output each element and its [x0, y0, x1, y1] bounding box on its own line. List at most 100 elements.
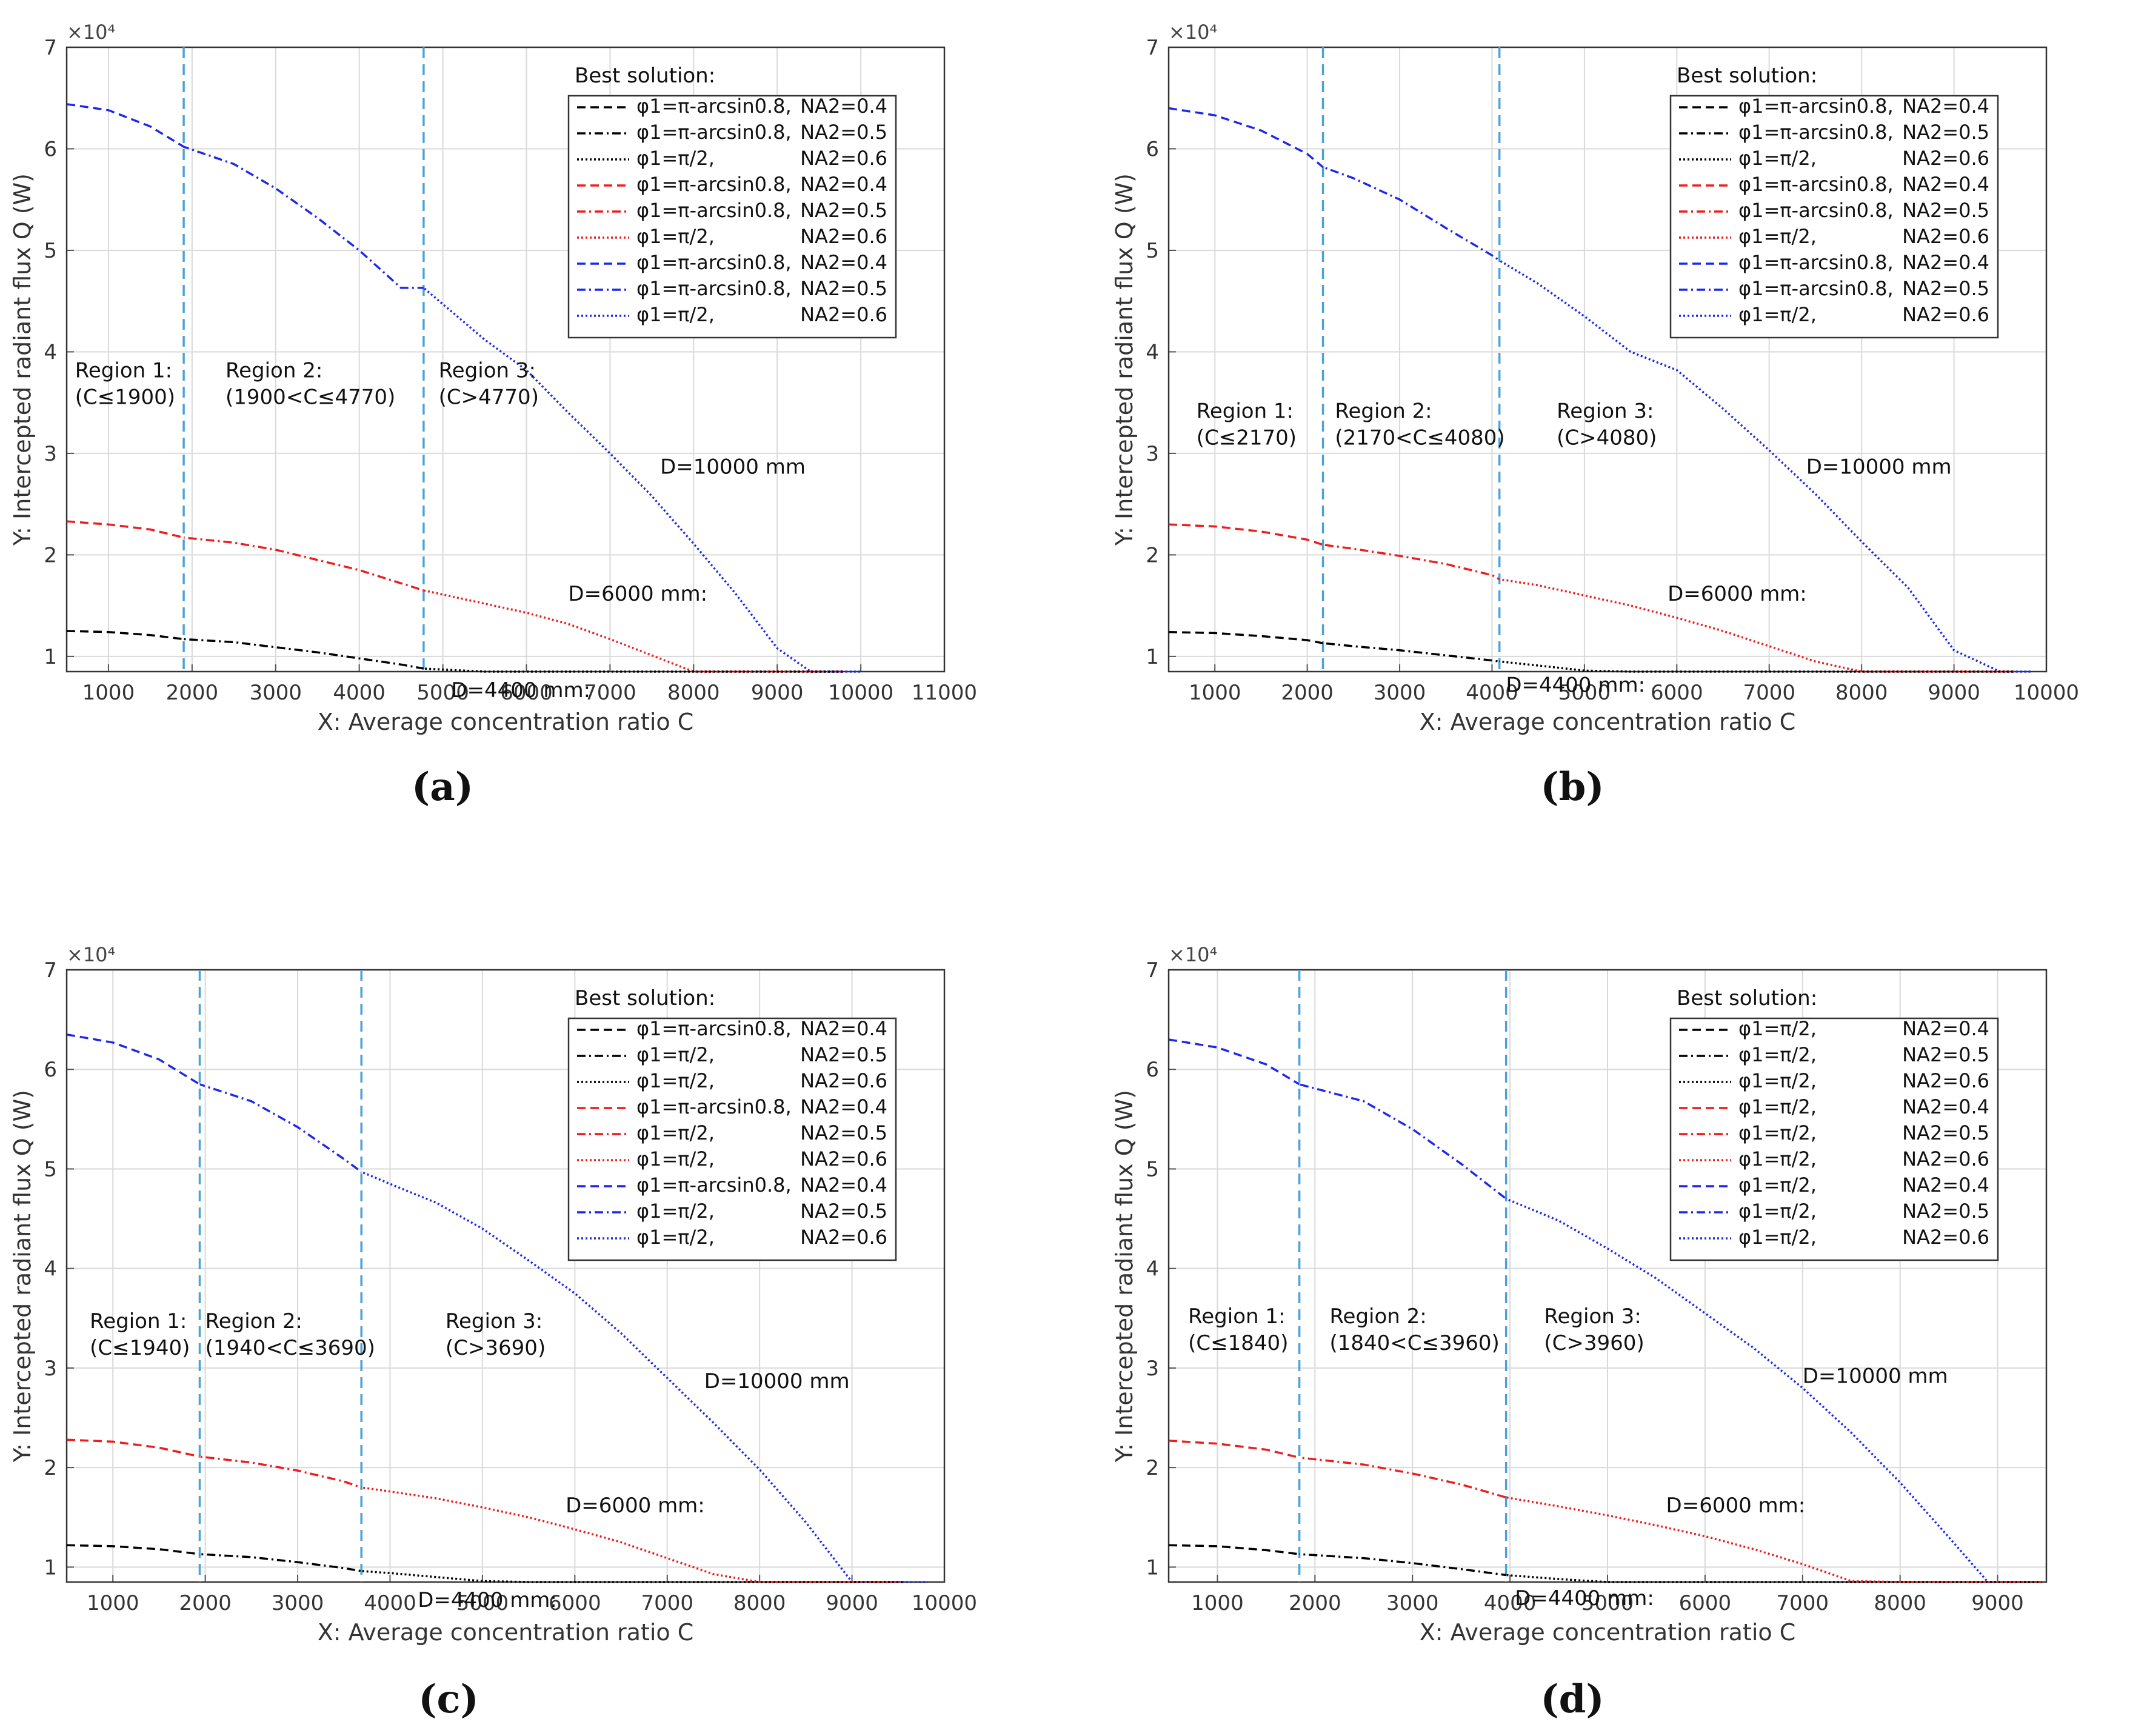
y-tick-label: 3	[1146, 442, 1159, 466]
region-label-2: Region 2:	[1335, 399, 1432, 423]
region-range-3: (C>3690)	[446, 1336, 546, 1360]
x-axis-label: X: Average concentration ratio C	[1420, 709, 1796, 735]
legend-phi-label: φ1=π-arcsin0.8,	[636, 95, 792, 118]
region-range-1: (C≤1840)	[1188, 1331, 1288, 1355]
legend-na-label: NA2=0.4	[800, 173, 887, 196]
x-tick-label: 7000	[1777, 1591, 1829, 1615]
x-tick-label: 6000	[549, 1591, 601, 1615]
legend-phi-label: φ1=π-arcsin0.8,	[636, 1017, 792, 1040]
legend-na-label: NA2=0.6	[800, 1069, 887, 1092]
legend-phi-label: φ1=π/2,	[636, 225, 715, 248]
x-axis-label: X: Average concentration ratio C	[1420, 1619, 1796, 1646]
curve-annotation: D=4400 mm:	[1515, 1586, 1654, 1611]
x-tick-label: 8000	[1874, 1591, 1926, 1615]
legend-phi-label: φ1=π-arcsin0.8,	[1738, 173, 1894, 196]
series-line-d-10000-mm-part-2	[199, 1083, 362, 1173]
y-exponent-label: ×10⁴	[67, 943, 115, 966]
y-tick-label: 6	[44, 1058, 57, 1082]
legend-phi-label: φ1=π/2,	[1738, 1200, 1817, 1223]
legend-phi-label: φ1=π/2,	[1738, 1095, 1817, 1118]
region-range-3: (C>4080)	[1557, 426, 1657, 450]
y-tick-label: 3	[44, 442, 57, 466]
x-tick-label: 3000	[272, 1591, 324, 1615]
y-tick-label: 3	[1146, 1357, 1159, 1381]
legend-na-label: NA2=0.5	[800, 1043, 887, 1066]
legend-phi-label: φ1=π/2,	[1738, 225, 1817, 248]
series-line-d-6000-mm-part-1	[1169, 523, 1323, 546]
chart-panel-c: 1000 2000 3000 4000 5000 6000 7000 8000 9000 1000…	[9, 943, 977, 1722]
legend-na-label: NA2=0.5	[1902, 1043, 1989, 1066]
legend-phi-label: φ1=π/2,	[636, 1121, 715, 1144]
y-tick-label: 7	[44, 958, 57, 983]
x-tick-label: 7000	[1743, 681, 1795, 705]
x-tick-label: 10000	[912, 1591, 977, 1615]
legend-phi-label: φ1=π/2,	[636, 1147, 715, 1170]
series-line-d-4400-mm-part-1	[1169, 630, 1323, 644]
series-line-d-10000-mm-part-1	[1169, 107, 1323, 169]
region-range-2: (2170<C≤4080)	[1335, 426, 1504, 450]
legend-phi-label: φ1=π-arcsin0.8,	[1738, 199, 1894, 222]
series-line-d-10000-mm-part-3	[1506, 1197, 2042, 1583]
legend-phi-label: φ1=π-arcsin0.8,	[636, 1095, 792, 1118]
x-tick-label: 4000	[333, 681, 386, 705]
legend-phi-label: φ1=π/2,	[636, 1069, 715, 1092]
legend-na-label: NA2=0.5	[1902, 1121, 1989, 1144]
x-tick-label: 6000	[1679, 1591, 1732, 1615]
x-axis-label: X: Average concentration ratio C	[318, 709, 694, 735]
legend-na-label: NA2=0.6	[1902, 1069, 1989, 1092]
region-label-1: Region 1:	[1188, 1304, 1285, 1329]
series-line-d-6000-mm-part-3	[1499, 578, 2014, 673]
region-label-3: Region 3:	[446, 1309, 543, 1334]
x-tick-label: 2000	[1281, 681, 1334, 705]
legend-phi-label: φ1=π-arcsin0.8,	[636, 1173, 792, 1197]
region-label-1: Region 1:	[75, 358, 172, 382]
legend-na-label: NA2=0.4	[800, 95, 887, 118]
y-tick-label: 5	[44, 239, 57, 263]
y-tick-label: 7	[44, 36, 57, 60]
region-range-2: (1940<C≤3690)	[205, 1336, 375, 1360]
x-tick-label: 1000	[1191, 1591, 1244, 1615]
region-label-3: Region 3:	[1557, 399, 1654, 423]
region-label-3: Region 3:	[439, 358, 536, 382]
legend-na-label: NA2=0.5	[800, 277, 887, 300]
curve-annotation: D=4400 mm:	[1506, 673, 1645, 697]
y-tick-label: 6	[1146, 137, 1159, 161]
legend-title: Best solution:	[1677, 64, 1817, 88]
curve-annotation: D=6000 mm:	[568, 582, 707, 606]
x-tick-label: 6000	[500, 681, 553, 705]
plot-frame	[1167, 969, 2048, 1583]
legend-phi-label: φ1=π-arcsin0.8,	[636, 121, 792, 144]
y-tick-label: 2	[44, 543, 57, 567]
legend-phi-label: φ1=π/2,	[1738, 1017, 1817, 1040]
legend-phi-label: φ1=π/2,	[1738, 1226, 1817, 1249]
x-tick-label: 1000	[1189, 681, 1241, 705]
legend-phi-label: φ1=π/2,	[1738, 1121, 1817, 1144]
y-tick-label: 1	[1146, 645, 1159, 669]
legend-na-label: NA2=0.6	[800, 147, 887, 170]
legend-phi-label: φ1=π/2,	[1738, 147, 1817, 170]
region-label-2: Region 2:	[225, 358, 322, 382]
panel-label: (c)	[418, 1677, 479, 1722]
region-range-2: (1900<C≤4770)	[225, 385, 395, 409]
x-tick-label: 5000	[1558, 681, 1611, 705]
y-exponent-label: ×10⁴	[1169, 21, 1217, 44]
legend-na-label: NA2=0.5	[800, 121, 887, 144]
legend-phi-label: φ1=π/2,	[1738, 1173, 1817, 1197]
x-tick-label: 2000	[179, 1591, 232, 1615]
region-range-1: (C≤1940)	[90, 1336, 190, 1360]
x-tick-label: 9000	[751, 681, 804, 705]
y-tick-label: 5	[1146, 1157, 1159, 1181]
region-range-2: (1840<C≤3960)	[1329, 1331, 1499, 1355]
legend-na-label: NA2=0.4	[1902, 1173, 1989, 1197]
legend-phi-label: φ1=π/2,	[636, 147, 715, 170]
legend-na-label: NA2=0.6	[1902, 1147, 1989, 1170]
curve-annotation: D=10000 mm	[1803, 1364, 1948, 1389]
panel-label: (a)	[412, 764, 473, 810]
region-range-1: (C≤1900)	[75, 385, 175, 409]
curve-annotation: D=4400 mm:	[451, 678, 590, 703]
y-tick-label: 1	[44, 1555, 57, 1580]
panel-label: (b)	[1540, 764, 1604, 810]
x-tick-label: 1000	[82, 681, 135, 705]
x-tick-label: 8000	[733, 1591, 786, 1615]
